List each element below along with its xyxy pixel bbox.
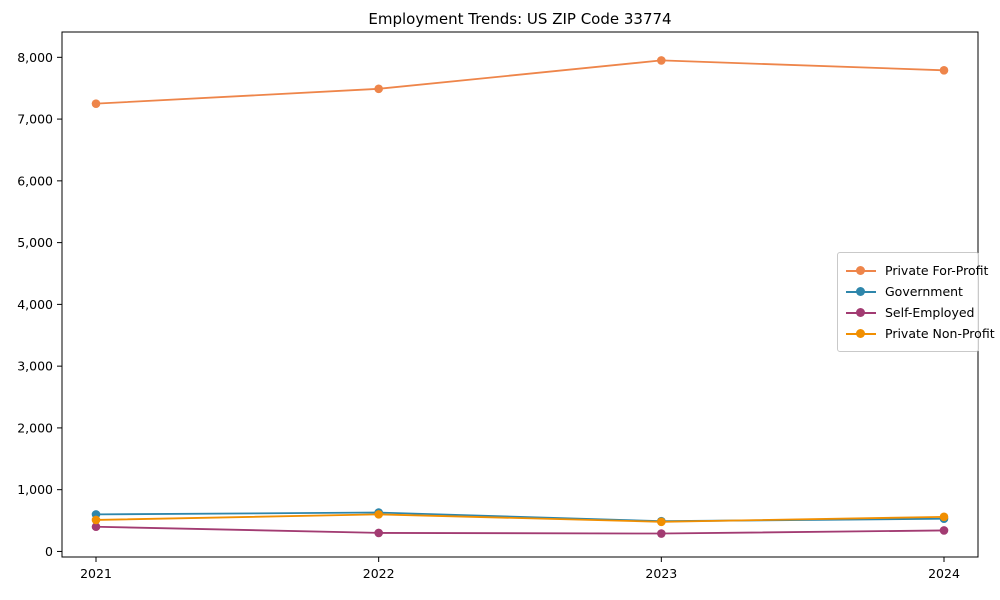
y-tick-label: 1,000 (17, 482, 53, 497)
series-point-self-employed (939, 526, 949, 535)
series-line-private-for-profit (95, 59, 945, 105)
legend-marker-private-for-profit (846, 266, 876, 276)
legend-item-private-non-profit: Private Non-Profit (846, 323, 995, 344)
series-point-private-non-profit (939, 512, 949, 522)
legend-label: Private Non-Profit (885, 326, 995, 341)
x-tick-label: 2023 (645, 566, 677, 581)
y-tick-label: 0 (45, 544, 53, 559)
y-tick-label: 8,000 (17, 50, 53, 65)
series-point-private-for-profit (374, 84, 383, 94)
series-point-private-for-profit (91, 99, 101, 108)
y-tick-label: 2,000 (17, 420, 53, 435)
legend-dot-icon (856, 266, 865, 275)
y-tick-label: 5,000 (17, 235, 53, 250)
series-point-private-non-profit (657, 517, 666, 527)
series-point-private-non-profit (374, 510, 383, 519)
legend-dot-icon (856, 329, 865, 338)
legend-label: Government (885, 284, 963, 299)
legend-label: Private For-Profit (885, 263, 989, 278)
y-tick-label: 4,000 (17, 297, 53, 312)
legend-dot-icon (856, 308, 865, 317)
x-tick-label: 2021 (80, 566, 112, 581)
legend-dot-icon (856, 287, 865, 296)
x-tick-label: 2024 (928, 566, 960, 581)
legend: Private For-Profit Government Self-Employe… (837, 252, 995, 352)
legend-item-government: Government (846, 281, 970, 302)
series-point-private-non-profit (91, 515, 101, 525)
chart-title: Employment Trends: US ZIP Code 33774 (368, 10, 672, 28)
y-tick-label: 6,000 (17, 173, 53, 188)
series-point-private-for-profit (939, 65, 949, 75)
y-tick-label: 3,000 (17, 359, 53, 374)
legend-marker-private-non-profit (846, 329, 876, 339)
legend-label: Self-Employed (885, 305, 975, 320)
y-tick-label: 7,000 (17, 112, 53, 127)
legend-item-private-for-profit: Private For-Profit (846, 260, 988, 281)
series-line-private-non-profit (95, 513, 945, 523)
legend-marker-self-employed (846, 308, 876, 318)
series-point-self-employed (374, 528, 383, 538)
x-tick-label: 2022 (363, 566, 395, 581)
series-point-self-employed (91, 522, 101, 532)
series-line-self-employed (95, 525, 945, 535)
series-point-private-for-profit (657, 56, 666, 65)
legend-marker-government (846, 287, 876, 297)
series-point-self-employed (657, 529, 666, 538)
legend-item-self-employed: Self-Employed (846, 302, 974, 323)
